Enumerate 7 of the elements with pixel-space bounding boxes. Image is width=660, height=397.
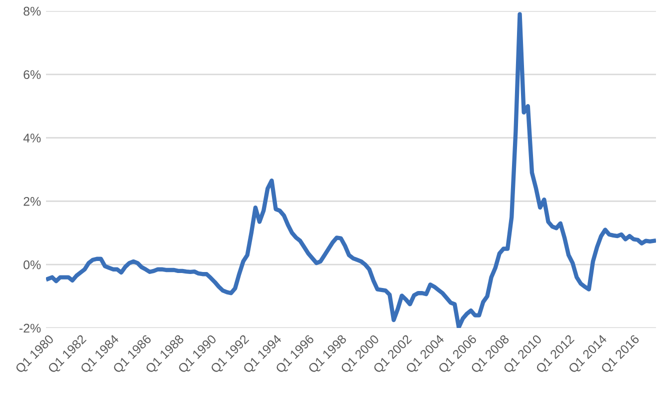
y-tick-label: 4% [23, 134, 41, 142]
line-series [46, 12, 656, 328]
y-tick-label: 6% [24, 70, 41, 80]
y-tick-label: 8% [24, 6, 41, 16]
y-tick-label: -2% [19, 324, 41, 333]
y-tick-label: 0% [24, 260, 41, 270]
y-tick-label: 2% [24, 197, 41, 206]
